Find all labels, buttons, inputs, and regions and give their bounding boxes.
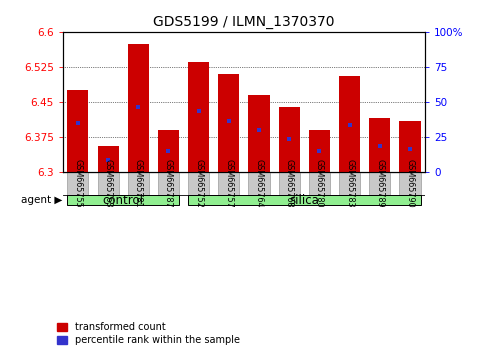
Bar bbox=[158, 172, 179, 195]
Bar bbox=[218, 74, 240, 172]
Title: GDS5199 / ILMN_1370370: GDS5199 / ILMN_1370370 bbox=[153, 16, 335, 29]
Text: GSM665790: GSM665790 bbox=[405, 159, 414, 207]
Bar bbox=[369, 118, 390, 172]
Text: GSM665768: GSM665768 bbox=[284, 159, 294, 207]
Text: GSM665781: GSM665781 bbox=[134, 159, 143, 207]
Text: control: control bbox=[103, 194, 143, 207]
Text: GSM665757: GSM665757 bbox=[224, 159, 233, 208]
Bar bbox=[339, 76, 360, 172]
Text: agent ▶: agent ▶ bbox=[21, 195, 63, 205]
Bar bbox=[279, 107, 300, 172]
Text: GSM665755: GSM665755 bbox=[73, 159, 83, 208]
Bar bbox=[248, 95, 270, 172]
Bar bbox=[399, 121, 421, 172]
Bar bbox=[128, 172, 149, 195]
Bar bbox=[188, 172, 209, 195]
Bar bbox=[188, 62, 209, 172]
Bar bbox=[67, 195, 179, 205]
Text: GSM665780: GSM665780 bbox=[315, 159, 324, 207]
Bar bbox=[98, 172, 119, 195]
Bar bbox=[279, 172, 300, 195]
Text: GSM665752: GSM665752 bbox=[194, 159, 203, 208]
Bar bbox=[67, 172, 88, 195]
Text: GSM665783: GSM665783 bbox=[345, 159, 354, 207]
Legend: transformed count, percentile rank within the sample: transformed count, percentile rank withi… bbox=[53, 319, 243, 349]
Bar bbox=[309, 130, 330, 172]
Bar bbox=[98, 146, 119, 172]
Bar bbox=[218, 172, 240, 195]
Bar bbox=[158, 130, 179, 172]
Bar bbox=[399, 172, 421, 195]
Text: silica: silica bbox=[289, 194, 319, 207]
Bar bbox=[188, 195, 421, 205]
Bar bbox=[339, 172, 360, 195]
Bar bbox=[128, 44, 149, 172]
Bar bbox=[369, 172, 390, 195]
Text: GSM665787: GSM665787 bbox=[164, 159, 173, 207]
Bar bbox=[248, 172, 270, 195]
Bar bbox=[67, 90, 88, 172]
Text: GSM665764: GSM665764 bbox=[255, 159, 264, 207]
Text: GSM665763: GSM665763 bbox=[103, 159, 113, 207]
Text: GSM665789: GSM665789 bbox=[375, 159, 384, 207]
Bar bbox=[309, 172, 330, 195]
